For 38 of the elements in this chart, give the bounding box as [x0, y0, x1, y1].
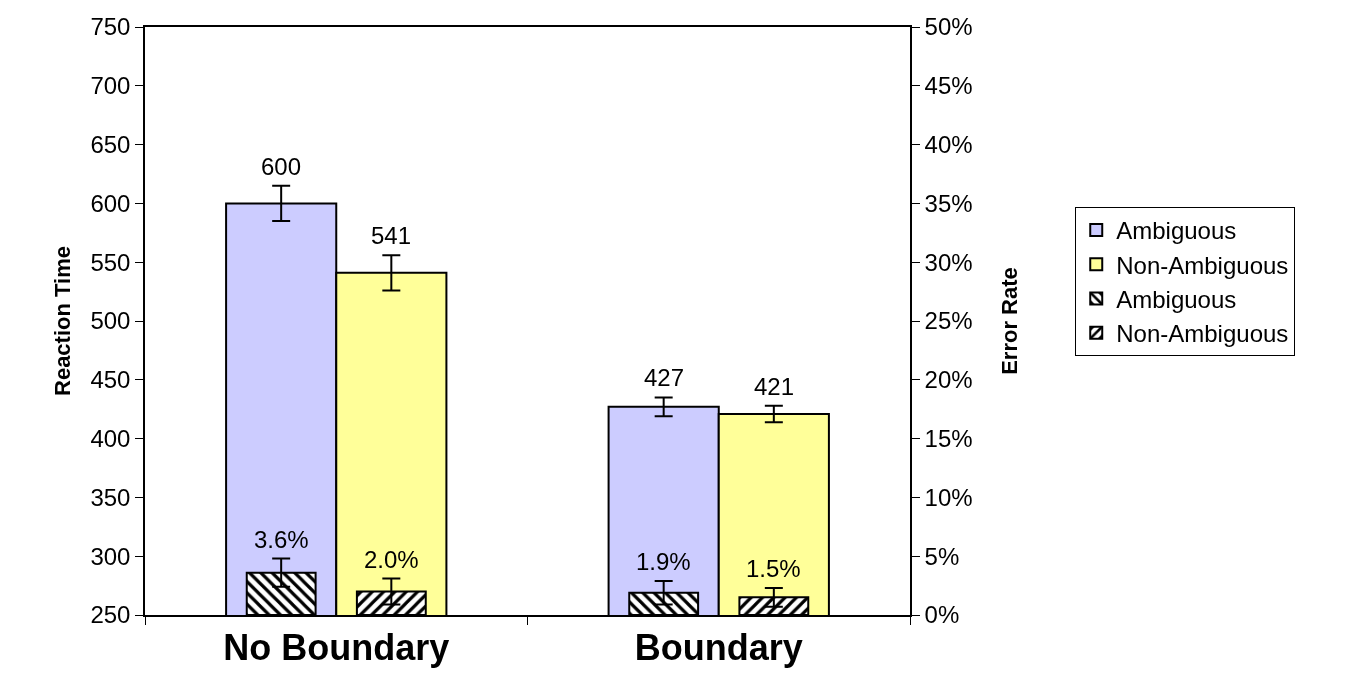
- y-tick-label: 300: [90, 542, 131, 570]
- y-tick-label: 600: [90, 189, 131, 217]
- y2-tick-label: 50%: [924, 13, 973, 41]
- data-label: 427: [644, 364, 685, 391]
- data-label: 600: [261, 153, 302, 180]
- data-label: 541: [371, 222, 412, 249]
- y-tick-label: 650: [90, 131, 131, 158]
- y2-tick-label: 15%: [924, 425, 973, 452]
- y2-axis-title: Error Rate: [997, 267, 1022, 375]
- y2-tick-label: 45%: [924, 72, 973, 100]
- y-tick-label: 400: [90, 425, 131, 452]
- y-tick-label: 450: [90, 366, 131, 394]
- legend-label: Ambiguous: [1116, 217, 1237, 245]
- text: Non-Ambiguous: [1116, 319, 1289, 347]
- y-tick-label: 750: [90, 13, 131, 41]
- y2-tick-label: 25%: [924, 307, 973, 335]
- y2-tick-label: 0%: [924, 601, 960, 629]
- data-label: 2.0%: [364, 546, 419, 573]
- y-tick-label: 500: [90, 307, 131, 335]
- y2-tick-label: 10%: [924, 483, 973, 511]
- x-tick-label: No Boundary: [223, 626, 450, 668]
- x-tick-label: Boundary: [634, 626, 803, 668]
- data-label: 1.9%: [636, 548, 691, 575]
- y-tick-label: 350: [90, 483, 131, 511]
- y2-tick-label: 5%: [924, 542, 960, 570]
- y2-tick-label: 40%: [924, 131, 973, 158]
- data-label: 3.6%: [254, 526, 309, 553]
- data-label: 421: [754, 373, 795, 400]
- y-axis-title: Reaction Time: [49, 246, 75, 396]
- legend-label: Non-Ambiguous: [1116, 251, 1289, 279]
- text: Ambiguous: [1116, 285, 1237, 313]
- y2-tick-label: 30%: [924, 248, 973, 276]
- y2-tick-label: 20%: [924, 366, 973, 394]
- data-label: 1.5%: [746, 555, 801, 582]
- y-tick-label: 700: [90, 72, 131, 100]
- y2-tick-label: 35%: [924, 189, 973, 217]
- y-tick-label: 250: [90, 601, 131, 629]
- y-tick-label: 550: [90, 248, 131, 276]
